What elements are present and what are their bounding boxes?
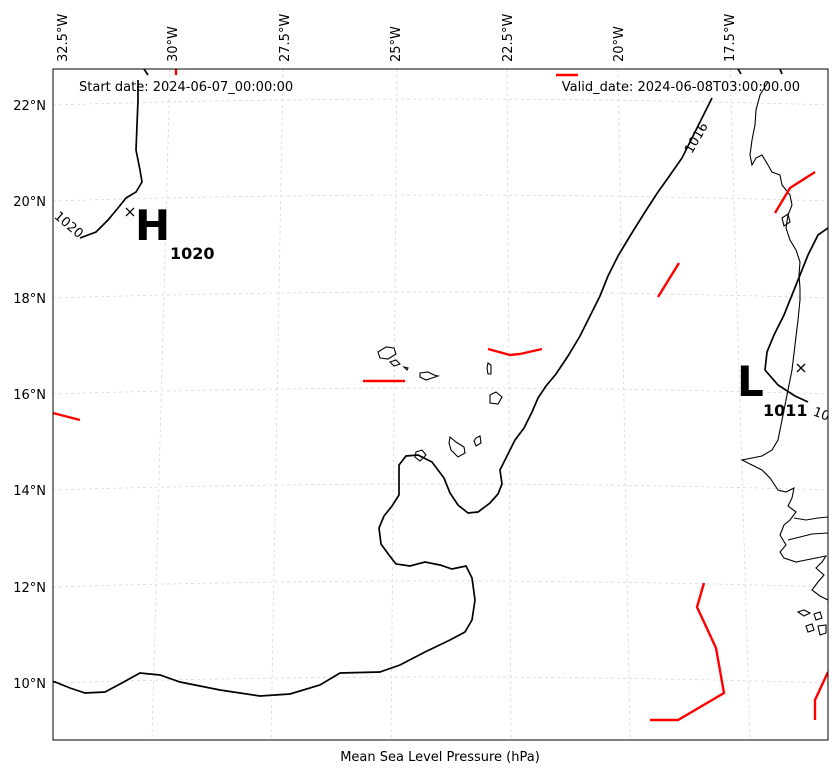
isobar-1016 — [53, 97, 713, 697]
front-northeast — [773, 170, 816, 214]
start-date-label: Start date: 2024-06-07_00:00:00 — [79, 80, 293, 95]
lat-tick-label: 12°N — [13, 581, 46, 596]
isobar-1011-loop — [764, 227, 828, 403]
coast-segment-estuary — [787, 532, 828, 541]
sao-vicente — [388, 359, 402, 367]
front-east-diagonal — [656, 262, 681, 298]
santiago — [448, 435, 466, 458]
santa-luzia — [402, 365, 409, 371]
front-central — [487, 347, 543, 357]
lat-tick-label: 22°N — [13, 99, 46, 114]
bijagos-3 — [813, 611, 823, 621]
front-south — [650, 582, 726, 722]
lon-tick-label: 17.5°W — [723, 14, 738, 62]
parallel-20n — [53, 194, 828, 202]
meridian-17-5w — [729, 69, 751, 740]
west-africa-coast — [740, 81, 828, 601]
x-axis-label: Mean Sea Level Pressure (hPa) — [340, 750, 540, 765]
lon-tick-label: 20°W — [612, 26, 627, 62]
high-value: 1020 — [170, 244, 215, 263]
parallel-12n — [53, 580, 828, 588]
isobar-top-stub-2 — [737, 69, 742, 75]
sal — [486, 362, 492, 375]
parallel-14n — [53, 483, 828, 491]
high-letter: H — [135, 201, 170, 250]
low-value: 1011 — [763, 401, 808, 420]
lon-tick-label: 32.5°W — [56, 14, 71, 62]
lon-tick-label: 30°W — [166, 26, 181, 62]
bijagos-1 — [796, 609, 812, 617]
lat-tick-label: 18°N — [13, 292, 46, 307]
center-markers — [125, 207, 806, 373]
high-center-marker — [125, 207, 135, 217]
contour-label-10: 10 — [811, 405, 832, 425]
map-frame — [52, 68, 829, 741]
lon-tick-label: 22.5°W — [501, 14, 516, 62]
fronts — [53, 69, 828, 722]
meridian-25w — [390, 69, 398, 740]
bijagos-4 — [817, 624, 827, 636]
lat-tick-label: 20°N — [13, 195, 46, 210]
isobars — [46, 69, 828, 697]
front-west-edge — [53, 411, 81, 422]
coast-segment-east — [793, 516, 828, 521]
front-southeast — [813, 671, 828, 720]
meridian-30w — [151, 69, 171, 740]
sao-nicolau — [419, 371, 440, 381]
meridian-20w — [617, 69, 631, 740]
longitude-tick-labels: 32.5°W 30°W 27.5°W 25°W 22.5°W 20°W 17.5… — [56, 14, 738, 62]
isobar-1020-west-label-tail — [46, 212, 50, 216]
lon-tick-label: 27.5°W — [278, 14, 293, 62]
parallel-10n — [53, 676, 828, 684]
valid-date-label: Valid_date: 2024-06-08T03:00:00.00 — [562, 80, 800, 95]
santo-antao — [377, 346, 397, 360]
meridian-22-5w — [506, 69, 512, 740]
map-background — [53, 69, 828, 740]
low-center-marker — [796, 363, 806, 373]
parallel-22n — [53, 98, 828, 106]
low-letter: L — [737, 357, 764, 406]
boa-vista — [489, 391, 503, 405]
lat-tick-label: 16°N — [13, 388, 46, 403]
meridian-27-5w — [270, 69, 284, 740]
isobar-top-stub-3 — [779, 69, 783, 75]
parallel-16n — [53, 387, 828, 395]
graticule — [53, 69, 828, 740]
isobar-top-stub-1 — [143, 69, 149, 76]
isobar-1020-west — [79, 80, 143, 239]
parallel-18n — [53, 291, 828, 299]
bijagos-2 — [805, 623, 815, 633]
canary-fragment — [781, 213, 791, 227]
lat-tick-label: 14°N — [13, 484, 46, 499]
maio — [473, 435, 482, 447]
lon-tick-label: 25°W — [389, 26, 404, 62]
coastlines — [377, 81, 828, 636]
latitude-tick-labels: 22°N 20°N 18°N 16°N 14°N 12°N 10°N — [13, 99, 46, 692]
lat-tick-label: 10°N — [13, 677, 46, 692]
